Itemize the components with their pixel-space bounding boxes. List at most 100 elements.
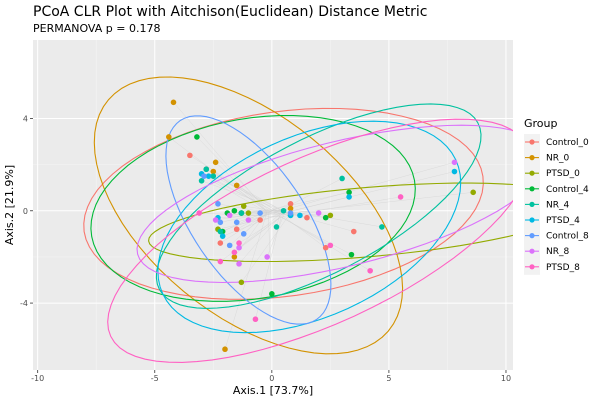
centroid-segment	[208, 175, 280, 215]
legend-label: PTSD_0	[546, 169, 580, 179]
y-axis-label: Axis.2 [21.9%]	[3, 165, 16, 245]
legend-key-control-0: Control_0	[524, 134, 589, 150]
centroid-segment	[290, 192, 474, 214]
point-nr-8	[315, 210, 322, 216]
legend-label: PTSD_4	[546, 216, 580, 226]
legend-key-nr-4: NR_4	[524, 196, 569, 213]
point-ptsd-8	[231, 249, 238, 256]
centroid-segment	[238, 216, 282, 244]
point-control-0	[233, 226, 240, 233]
legend-key-point	[529, 248, 535, 254]
legend-key-point	[529, 217, 535, 223]
point-nr-8	[226, 212, 233, 219]
centroid-segment	[285, 162, 455, 210]
legend-key-nr-0: NR_0	[524, 149, 569, 166]
data-points	[166, 99, 476, 353]
point-control-4	[231, 207, 238, 214]
chart-title: PCoA CLR Plot with Aitchison(Euclidean) …	[33, 4, 427, 20]
legend-key-point	[529, 186, 535, 192]
centroid-segment	[255, 216, 282, 320]
point-control-8	[226, 242, 233, 249]
legend-key-ptsd-8: PTSD_8	[524, 258, 580, 275]
point-ptsd-8	[327, 242, 334, 249]
legend-title: Group	[524, 117, 558, 130]
point-nr-8	[451, 159, 458, 166]
point-nr-4	[198, 177, 205, 184]
point-nr-4	[379, 224, 385, 230]
legend-label: Control_4	[546, 185, 589, 195]
point-nr-4	[203, 166, 210, 173]
legend-key-point	[529, 155, 535, 161]
legend-label: NR_0	[546, 154, 569, 164]
ellipse-ptsd-4	[157, 120, 462, 334]
point-nr-0	[222, 346, 228, 353]
y-tick-label: 0	[23, 207, 28, 216]
point-ptsd-4	[346, 194, 352, 200]
legend-label: NR_8	[546, 247, 569, 257]
centroid-segment	[281, 216, 371, 271]
point-nr-4	[210, 173, 217, 179]
ellipse-ptsd-0	[148, 182, 513, 263]
legend-key-nr-8: NR_8	[524, 243, 569, 260]
legend-key-point	[529, 139, 535, 145]
legend: Group Control_0 NR_0 PTSD_0 Control_4 NR_4 PT…	[524, 117, 589, 275]
point-ptsd-8	[367, 267, 373, 274]
point-control-0	[217, 240, 224, 246]
point-nr-8	[236, 244, 242, 251]
point-control-0	[304, 214, 310, 221]
x-tick-label: 0	[269, 374, 274, 383]
point-control-4	[348, 251, 355, 258]
legend-key-point	[529, 201, 535, 207]
point-nr-4	[238, 210, 245, 216]
centroid-segment	[215, 209, 286, 221]
point-nr-0	[170, 99, 177, 106]
point-ptsd-0	[240, 203, 247, 209]
centroid-segment	[267, 210, 352, 255]
centroid-segment	[266, 209, 287, 258]
point-nr-0	[233, 182, 240, 189]
legend-key-point	[529, 264, 535, 270]
point-ptsd-8	[196, 210, 203, 216]
legend-label: NR_4	[546, 200, 569, 210]
point-control-8	[257, 210, 263, 216]
point-nr-0	[287, 205, 294, 212]
centroid-segment	[222, 213, 280, 237]
legend-label: Control_8	[546, 232, 589, 242]
point-ptsd-0	[238, 279, 245, 286]
centroid-segment	[234, 216, 282, 253]
ellipse-control-0	[83, 107, 484, 300]
point-ptsd-8	[397, 194, 404, 200]
point-ptsd-4	[205, 173, 212, 179]
point-ptsd-0	[245, 210, 252, 216]
point-nr-8	[245, 217, 252, 223]
point-control-8	[287, 210, 294, 216]
point-ptsd-8	[252, 316, 259, 323]
point-control-4	[346, 189, 352, 196]
point-control-8	[217, 219, 224, 226]
chart-subtitle: PERMANOVA p = 0.178	[33, 22, 160, 35]
point-nr-8	[264, 254, 270, 260]
point-nr-4	[273, 224, 280, 230]
x-tick-label: -5	[151, 374, 159, 383]
point-control-4	[269, 291, 275, 297]
y-tick-label: 4	[23, 114, 28, 123]
point-nr-8	[212, 217, 219, 223]
ellipse-nr-0	[93, 76, 404, 355]
legend-key-point	[529, 233, 535, 239]
x-tick-label: -10	[31, 374, 44, 383]
ellipse-control-4	[90, 115, 416, 302]
point-nr-0	[212, 159, 219, 166]
centroid-segment	[248, 209, 286, 221]
point-ptsd-4	[219, 233, 226, 239]
point-ptsd-4	[297, 212, 303, 219]
point-ptsd-4	[451, 168, 458, 175]
centroid-segment	[281, 209, 382, 228]
legend-label: Control_0	[546, 138, 589, 148]
centroid-segment	[213, 175, 282, 211]
ellipse-ptsd-8	[107, 118, 513, 363]
point-nr-4	[339, 175, 345, 182]
point-control-8	[233, 219, 240, 226]
legend-key-ptsd-0: PTSD_0	[524, 165, 580, 182]
point-control-4	[322, 214, 329, 221]
point-control-0	[187, 152, 193, 159]
